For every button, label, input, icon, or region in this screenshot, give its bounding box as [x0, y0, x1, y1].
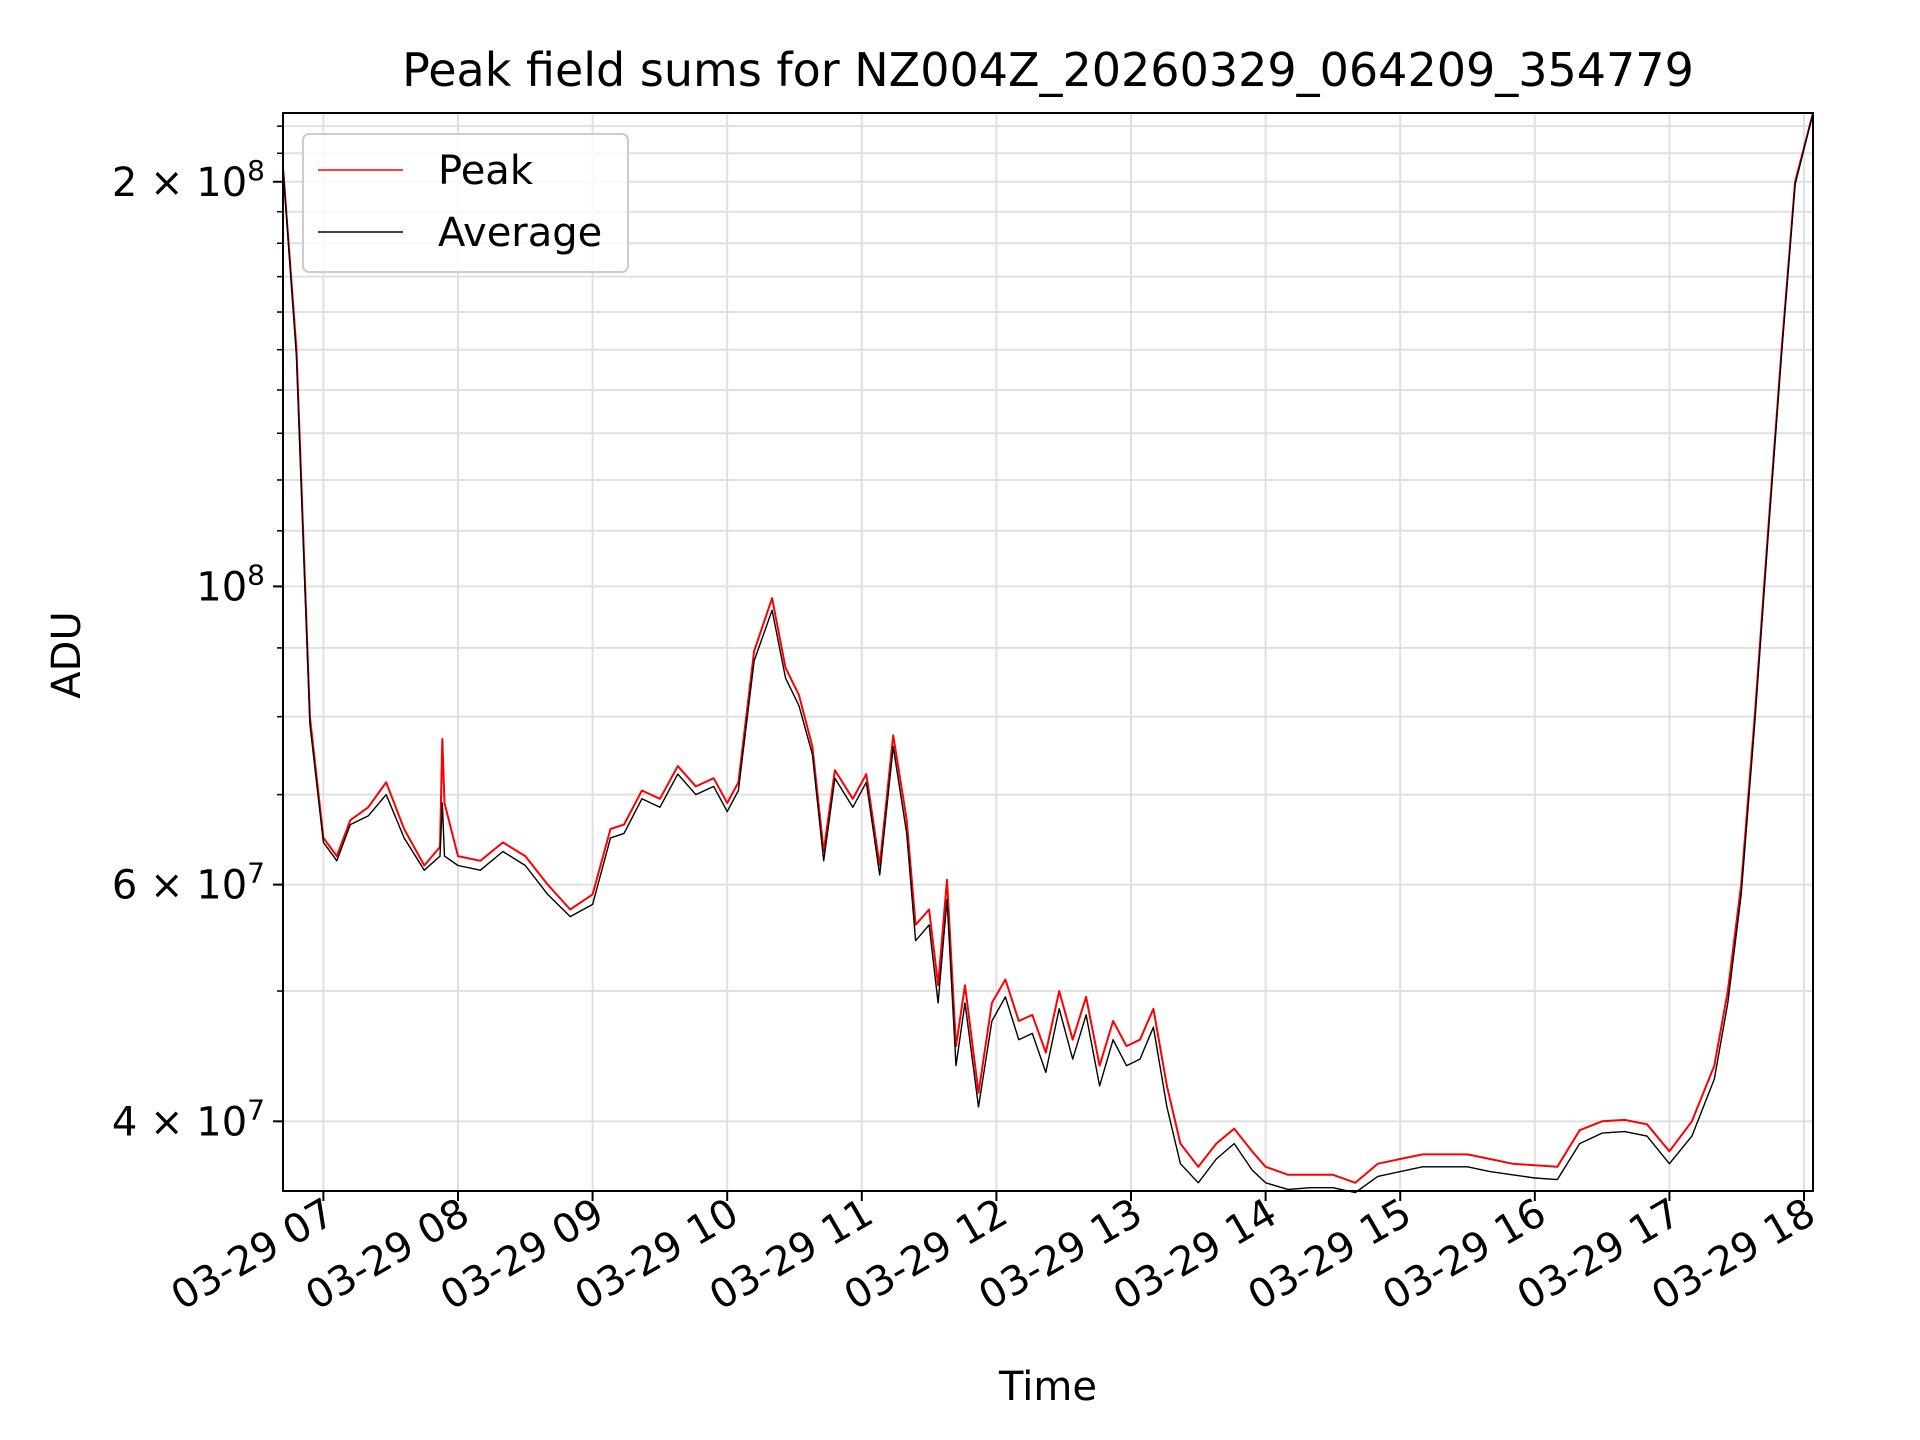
legend-box	[302, 133, 629, 273]
x-axis-title: Time	[998, 1364, 1097, 1410]
legend: Peak Average	[302, 133, 629, 273]
y-tick-label: 6 × 107	[112, 857, 265, 909]
series-line-peak	[282, 112, 1814, 1184]
y-tick-label: 4 × 107	[112, 1093, 265, 1145]
grid	[283, 113, 1813, 1191]
legend-label-average: Average	[438, 210, 602, 256]
series-line-average	[282, 112, 1814, 1194]
plot-frame	[282, 112, 1814, 1192]
y-axis-title: ADU	[44, 611, 90, 698]
y-axis-ticks: 4 × 107 6 × 107 108 2 × 108	[112, 125, 283, 1145]
series-layer	[282, 112, 1814, 1194]
chart-title: Peak field sums for NZ004Z_20260329_0642…	[402, 43, 1694, 97]
legend-label-peak: Peak	[438, 148, 534, 194]
y-tick-label: 2 × 108	[112, 154, 265, 206]
y-tick-label: 108	[196, 558, 265, 610]
